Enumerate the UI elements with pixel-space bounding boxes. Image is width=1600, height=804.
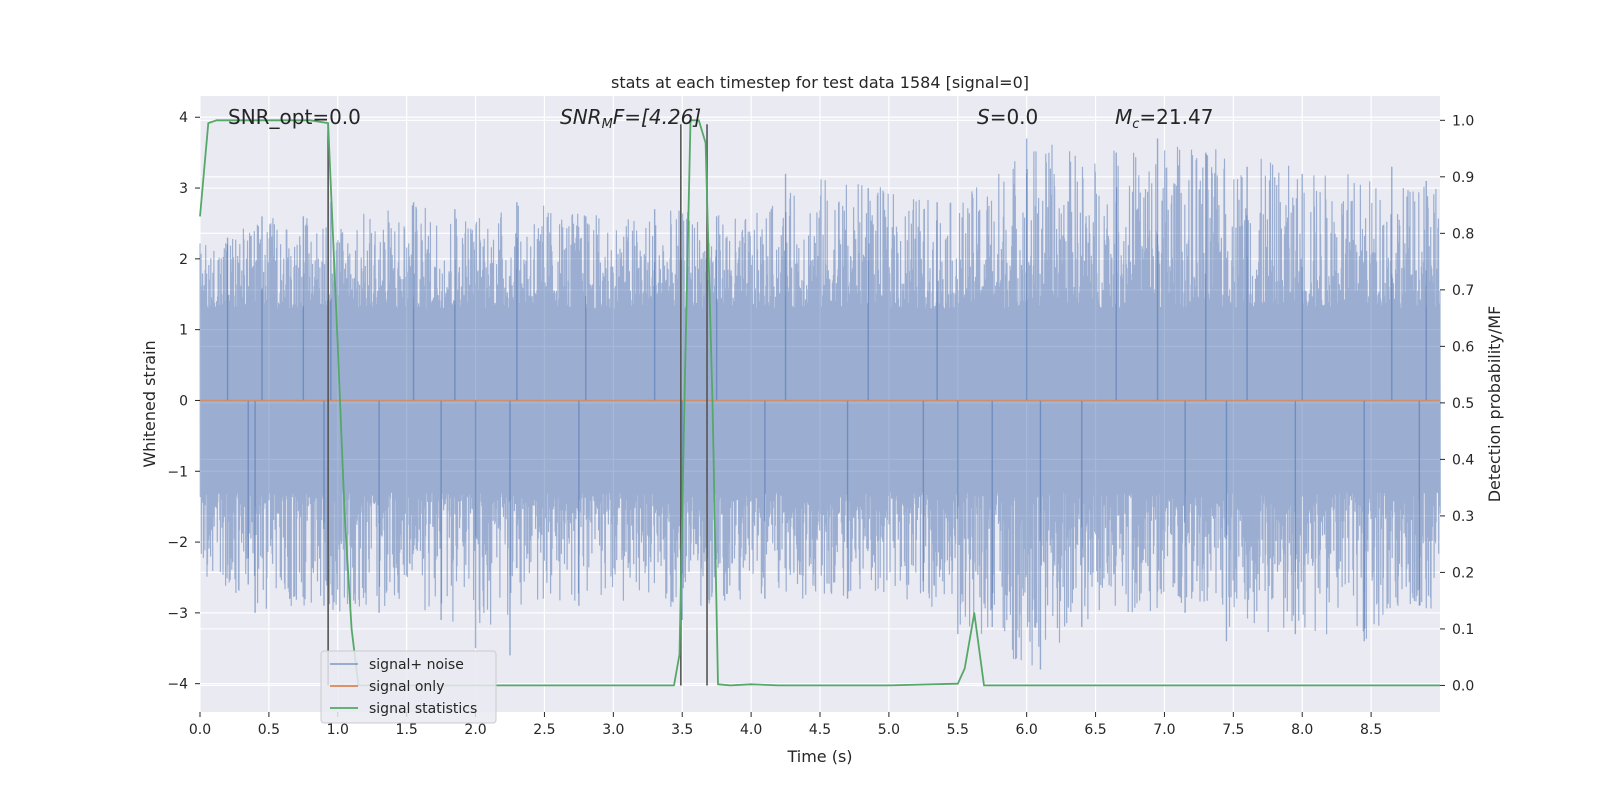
legend-box	[320, 650, 497, 724]
y-left-tick-label: −2	[167, 535, 188, 551]
annotation-snr-opt: SNR_opt=0.0	[228, 105, 361, 129]
x-tick-label: 6.0	[1016, 722, 1038, 738]
legend-label-signal-statistics: signal statistics	[369, 701, 477, 717]
x-axis-label: Time (s)	[786, 747, 852, 766]
y-right-tick-label: 0.8	[1452, 226, 1474, 242]
ticks: 0.0 0.5 1.0 1.5 2.0 2.5 3.0 3.5 4.0 4.5 5.0 5.5 6.0 6…	[167, 110, 1474, 738]
legend-label-signal-noise: signal+ noise	[369, 657, 464, 673]
x-tick-label: 0.0	[189, 722, 211, 738]
y-right-tick-label: 0.4	[1452, 452, 1474, 468]
x-tick-label: 7.5	[1222, 722, 1244, 738]
line-series	[199, 119, 1440, 687]
legend-label-signal-only: signal only	[369, 679, 444, 695]
x-tick-label: 7.0	[1153, 722, 1175, 738]
x-tick-label: 5.5	[947, 722, 969, 738]
x-tick-label: 0.5	[258, 722, 280, 738]
y-left-tick-label: −3	[167, 606, 188, 622]
x-tick-label: 4.5	[809, 722, 831, 738]
y-right-tick-label: 0.1	[1452, 622, 1474, 638]
y-right-tick-label: 0.3	[1452, 509, 1474, 525]
x-tick-label: 1.0	[327, 722, 349, 738]
y-axis-label-right: Detection probability/MF	[1485, 306, 1504, 503]
x-tick-label: 6.5	[1084, 722, 1106, 738]
y-left-tick-label: −4	[167, 677, 188, 693]
x-tick-label: 3.0	[602, 722, 624, 738]
y-right-tick-label: 1.0	[1452, 113, 1474, 129]
y-right-tick-label: 0.5	[1452, 396, 1474, 412]
x-tick-label: 8.0	[1291, 722, 1313, 738]
y-left-tick-label: 2	[179, 252, 188, 268]
annotation-mc: Mc=21.47	[1115, 105, 1213, 132]
y-axis-label-left: Whitened strain	[140, 340, 159, 467]
legend: signal+ noise signal only signal statist…	[320, 650, 497, 724]
y-left-tick-label: −1	[167, 464, 188, 480]
series-signal-noise-line	[199, 144, 1441, 666]
series-signal-statistics-line	[199, 119, 1440, 687]
chart-title: stats at each timestep for test data 158…	[611, 73, 1029, 92]
y-right-tick-label: 0.7	[1452, 283, 1474, 299]
y-left-tick-label: 3	[179, 181, 188, 197]
y-right-tick-label: 0.2	[1452, 565, 1474, 581]
y-left-tick-label: 4	[179, 110, 188, 126]
y-right-tick-label: 0.6	[1452, 339, 1474, 355]
x-tick-label: 4.0	[740, 722, 762, 738]
noise-series	[199, 138, 1441, 670]
x-tick-label: 8.5	[1360, 722, 1382, 738]
x-tick-label: 2.5	[533, 722, 555, 738]
y-right-tick-label: 0.9	[1452, 170, 1474, 186]
annotation-snr-mf: SNRMF=[4.26]	[560, 105, 701, 132]
y-left-tick-label: 1	[179, 323, 188, 339]
x-tick-label: 5.0	[878, 722, 900, 738]
x-tick-label: 1.5	[396, 722, 418, 738]
y-left-tick-label: 0	[179, 393, 188, 409]
annotation-s: S=0.0	[977, 105, 1038, 129]
x-tick-label: 3.5	[671, 722, 693, 738]
x-tick-label: 2.0	[464, 722, 486, 738]
y-right-tick-label: 0.0	[1452, 678, 1474, 694]
